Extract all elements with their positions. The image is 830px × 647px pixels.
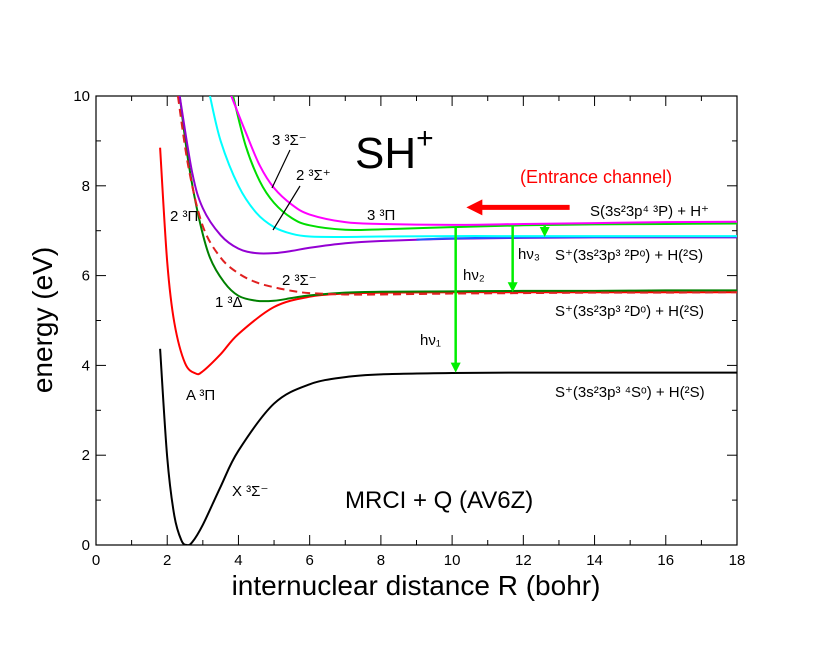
plot-frame [95, 95, 738, 546]
label-hv3: hν₃ [518, 246, 540, 263]
x-tick-label: 2 [163, 552, 171, 569]
x-tick-label: 16 [657, 552, 674, 569]
y-axis-title: energy (eV) [27, 247, 58, 393]
chart-title: SH+ [355, 122, 434, 178]
y-tick-label: 6 [82, 268, 90, 285]
asymptote-s3p-hplus: S(3s²3p⁴ ³P) + H⁺ [590, 203, 709, 220]
transition-arrowhead-2 [507, 282, 518, 293]
curve-33sigma [208, 96, 737, 238]
transition-arrowhead-1 [450, 362, 461, 373]
x-tick-label: 4 [234, 552, 242, 569]
label-23sigmaplus: 2 ³Σ⁺ [296, 167, 331, 184]
curve-33pi [230, 96, 737, 226]
curve-23sigmaplus [232, 96, 737, 232]
x-tick-label: 12 [515, 552, 532, 569]
asymptote-splus-2d: S⁺(3s²3p³ ²Dᵒ) + H(²S) [555, 303, 704, 320]
curve-13delta [178, 96, 737, 303]
x-tick-label: 6 [305, 552, 313, 569]
leader-33sigma [271, 149, 291, 189]
label-33sigma: 3 ³Σ⁻ [272, 132, 307, 149]
x-tick-label: 18 [729, 552, 746, 569]
entrance-channel-label: (Entrance channel) [520, 167, 672, 187]
curve-x3sigma [159, 348, 737, 545]
method-label: MRCI + Q (AV6Z) [345, 487, 533, 514]
y-tick-label: 10 [73, 88, 90, 105]
y-tick-label: 4 [82, 357, 90, 374]
y-tick-label: 2 [82, 447, 90, 464]
x-axis-title: internuclear distance R (bohr) [232, 570, 601, 601]
label-23pi: 2 ³Π [170, 208, 198, 225]
curve-23sigma [176, 96, 737, 296]
label-23sigma: 2 ³Σ⁻ [282, 272, 317, 289]
label-33pi: 3 ³Π [367, 207, 395, 224]
x-tick-label: 8 [377, 552, 385, 569]
x-tick-label: 10 [444, 552, 461, 569]
y-tick-label: 0 [82, 537, 90, 554]
label-hv1: hν₁ [420, 332, 441, 349]
asymptote-splus-4s: S⁺(3s²3p³ ⁴Sᵒ) + H(²S) [555, 384, 705, 401]
leader-23sigmaplus [272, 185, 301, 231]
label-hv2: hν₂ [463, 267, 485, 284]
x-tick-label: 0 [92, 552, 100, 569]
asymptote-splus-2p: S⁺(3s²3p³ ²Pᵒ) + H(²S) [555, 247, 703, 264]
label-13delta: 1 ³Δ [215, 294, 243, 311]
x-tick-label: 14 [586, 552, 603, 569]
y-tick-label: 8 [82, 178, 90, 195]
label-a3pi: A ³Π [186, 387, 215, 404]
entrance-arrowhead [466, 199, 483, 216]
transition-arrowhead-3 [539, 226, 550, 237]
label-x3sigma: X ³Σ⁻ [232, 483, 268, 500]
